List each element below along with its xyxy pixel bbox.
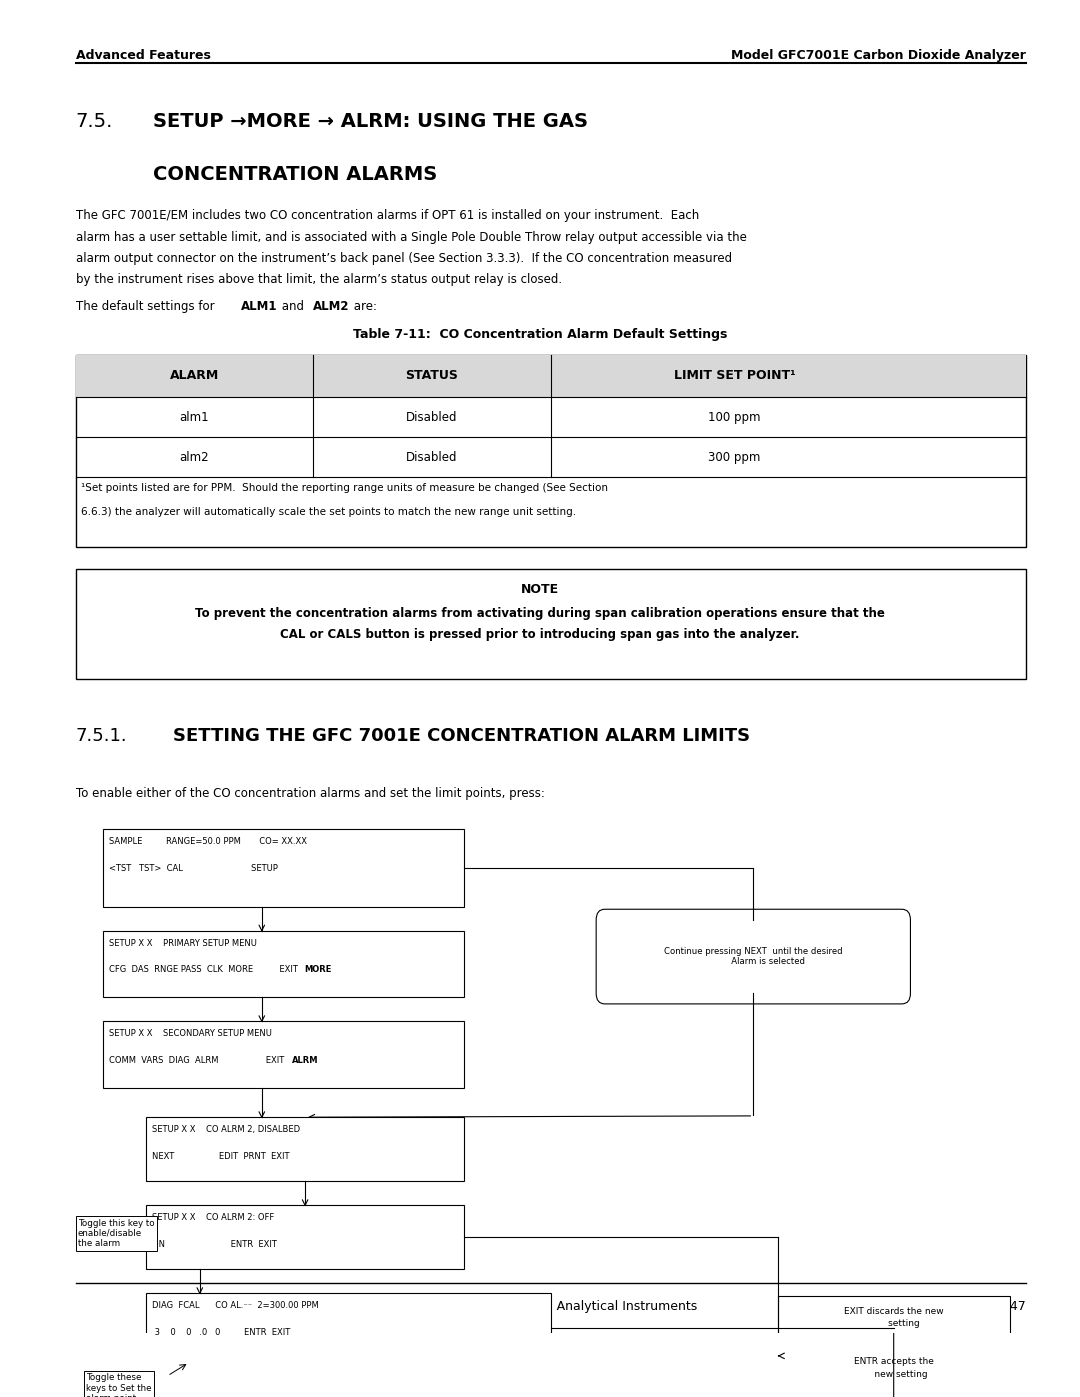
Bar [76,355,1026,397]
Text: ENTR accepts the
     new setting: ENTR accepts the new setting [854,1358,933,1379]
Text: SETUP →MORE → ALRM: USING THE GAS: SETUP →MORE → ALRM: USING THE GAS [153,112,589,131]
Text: DIAG  FCAL      CO AL.⁻⁻  2=300.00 PPM: DIAG FCAL CO AL.⁻⁻ 2=300.00 PPM [152,1301,319,1310]
Bar [146,1206,464,1270]
Bar [76,355,1026,546]
Text: Toggle these
keys to Set the
alarm point: Toggle these keys to Set the alarm point [86,1373,152,1397]
Bar [146,1118,464,1182]
Text: To prevent the concentration alarms from activating during span calibration oper: To prevent the concentration alarms from… [195,606,885,620]
Text: CONCENTRATION ALARMS: CONCENTRATION ALARMS [153,165,437,184]
Bar [103,1021,464,1088]
Text: alarm has a user settable limit, and is associated with a Single Pole Double Thr: alarm has a user settable limit, and is … [76,231,746,243]
FancyBboxPatch shape [596,909,910,1004]
Text: SETTING THE GFC 7001E CONCENTRATION ALARM LIMITS: SETTING THE GFC 7001E CONCENTRATION ALAR… [173,726,750,745]
Bar [103,830,464,907]
Text: 7.5.1.: 7.5.1. [76,726,127,745]
Text: NOTE: NOTE [521,583,559,595]
Text: LIMIT SET POINT¹: LIMIT SET POINT¹ [674,369,795,383]
Text: Teledyne Analytical Instruments: Teledyne Analytical Instruments [497,1299,697,1313]
Text: ON                         ENTR  EXIT: ON ENTR EXIT [152,1241,278,1249]
Text: ALRM: ALRM [292,1056,319,1065]
Text: and: and [278,300,308,313]
Text: SAMPLE         RANGE=50.0 PPM       CO= XX.XX: SAMPLE RANGE=50.0 PPM CO= XX.XX [109,837,307,847]
Text: ▲▲: ▲▲ [440,1299,457,1310]
Text: ALARM: ALARM [170,369,219,383]
Text: alarm output connector on the instrument’s back panel (See Section 3.3.3).  If t: alarm output connector on the instrument… [76,251,732,265]
Text: Model GFC7001E Carbon Dioxide Analyzer: Model GFC7001E Carbon Dioxide Analyzer [731,49,1026,63]
Text: <TST   TST>  CAL                          SETUP: <TST TST> CAL SETUP [109,863,278,873]
Text: COMM  VARS  DIAG  ALRM                  EXIT: COMM VARS DIAG ALRM EXIT [109,1056,284,1065]
Bar [146,1294,551,1362]
Text: alm1: alm1 [179,411,210,423]
Text: are:: are: [350,300,377,313]
Bar [76,569,1026,679]
Text: 7.5.: 7.5. [76,112,113,131]
Text: 100 ppm: 100 ppm [708,411,760,423]
Text: STATUS: STATUS [406,369,458,383]
Text: To enable either of the CO concentration alarms and set the limit points, press:: To enable either of the CO concentration… [76,787,544,799]
Text: 147: 147 [1002,1299,1026,1313]
Text: MORE: MORE [305,965,332,974]
Text: alm2: alm2 [179,451,210,464]
Bar [778,1296,1010,1397]
Text: EXIT discards the new
       setting: EXIT discards the new setting [843,1306,944,1329]
Text: SETUP X X    CO ALRM 2, DISALBED: SETUP X X CO ALRM 2, DISALBED [152,1125,300,1134]
Text: 6.6.3) the analyzer will automatically scale the set points to match the new ran: 6.6.3) the analyzer will automatically s… [81,507,576,517]
Text: 300 ppm: 300 ppm [708,451,760,464]
Text: Continue pressing NEXT  until the desired
           Alarm is selected: Continue pressing NEXT until the desired… [664,947,842,967]
Bar [103,930,464,997]
Text: Advanced Features: Advanced Features [76,49,211,63]
Text: The GFC 7001E/EM includes two CO concentration alarms if OPT 61 is installed on : The GFC 7001E/EM includes two CO concent… [76,210,699,222]
Text: ALM1: ALM1 [241,300,278,313]
Text: ¹Set points listed are for PPM.  Should the reporting range units of measure be : ¹Set points listed are for PPM. Should t… [81,482,608,493]
Text: SETUP X X    PRIMARY SETUP MENU: SETUP X X PRIMARY SETUP MENU [109,939,257,947]
Text: by the instrument rises above that limit, the alarm’s status output relay is clo: by the instrument rises above that limit… [76,274,562,286]
Text: The default settings for: The default settings for [76,300,218,313]
Text: Table 7-11:  CO Concentration Alarm Default Settings: Table 7-11: CO Concentration Alarm Defau… [353,328,727,341]
Text: ALM2: ALM2 [313,300,350,313]
Text: CFG  DAS  RNGE PASS  CLK  MORE          EXIT: CFG DAS RNGE PASS CLK MORE EXIT [109,965,298,974]
Text: SETUP X X    SECONDARY SETUP MENU: SETUP X X SECONDARY SETUP MENU [109,1030,272,1038]
Text: Toggle this key to
enable/disable
the alarm: Toggle this key to enable/disable the al… [78,1218,154,1249]
Text: Disabled: Disabled [406,411,458,423]
Text: CAL or CALS button is pressed prior to introducing span gas into the analyzer.: CAL or CALS button is pressed prior to i… [280,627,800,641]
Text: SETUP X X    CO ALRM 2: OFF: SETUP X X CO ALRM 2: OFF [152,1213,274,1222]
Text: 3    0    0   .0   0         ENTR  EXIT: 3 0 0 .0 0 ENTR EXIT [152,1329,291,1337]
Text: Disabled: Disabled [406,451,458,464]
Text: NEXT                 EDIT  PRNT  EXIT: NEXT EDIT PRNT EXIT [152,1153,289,1161]
